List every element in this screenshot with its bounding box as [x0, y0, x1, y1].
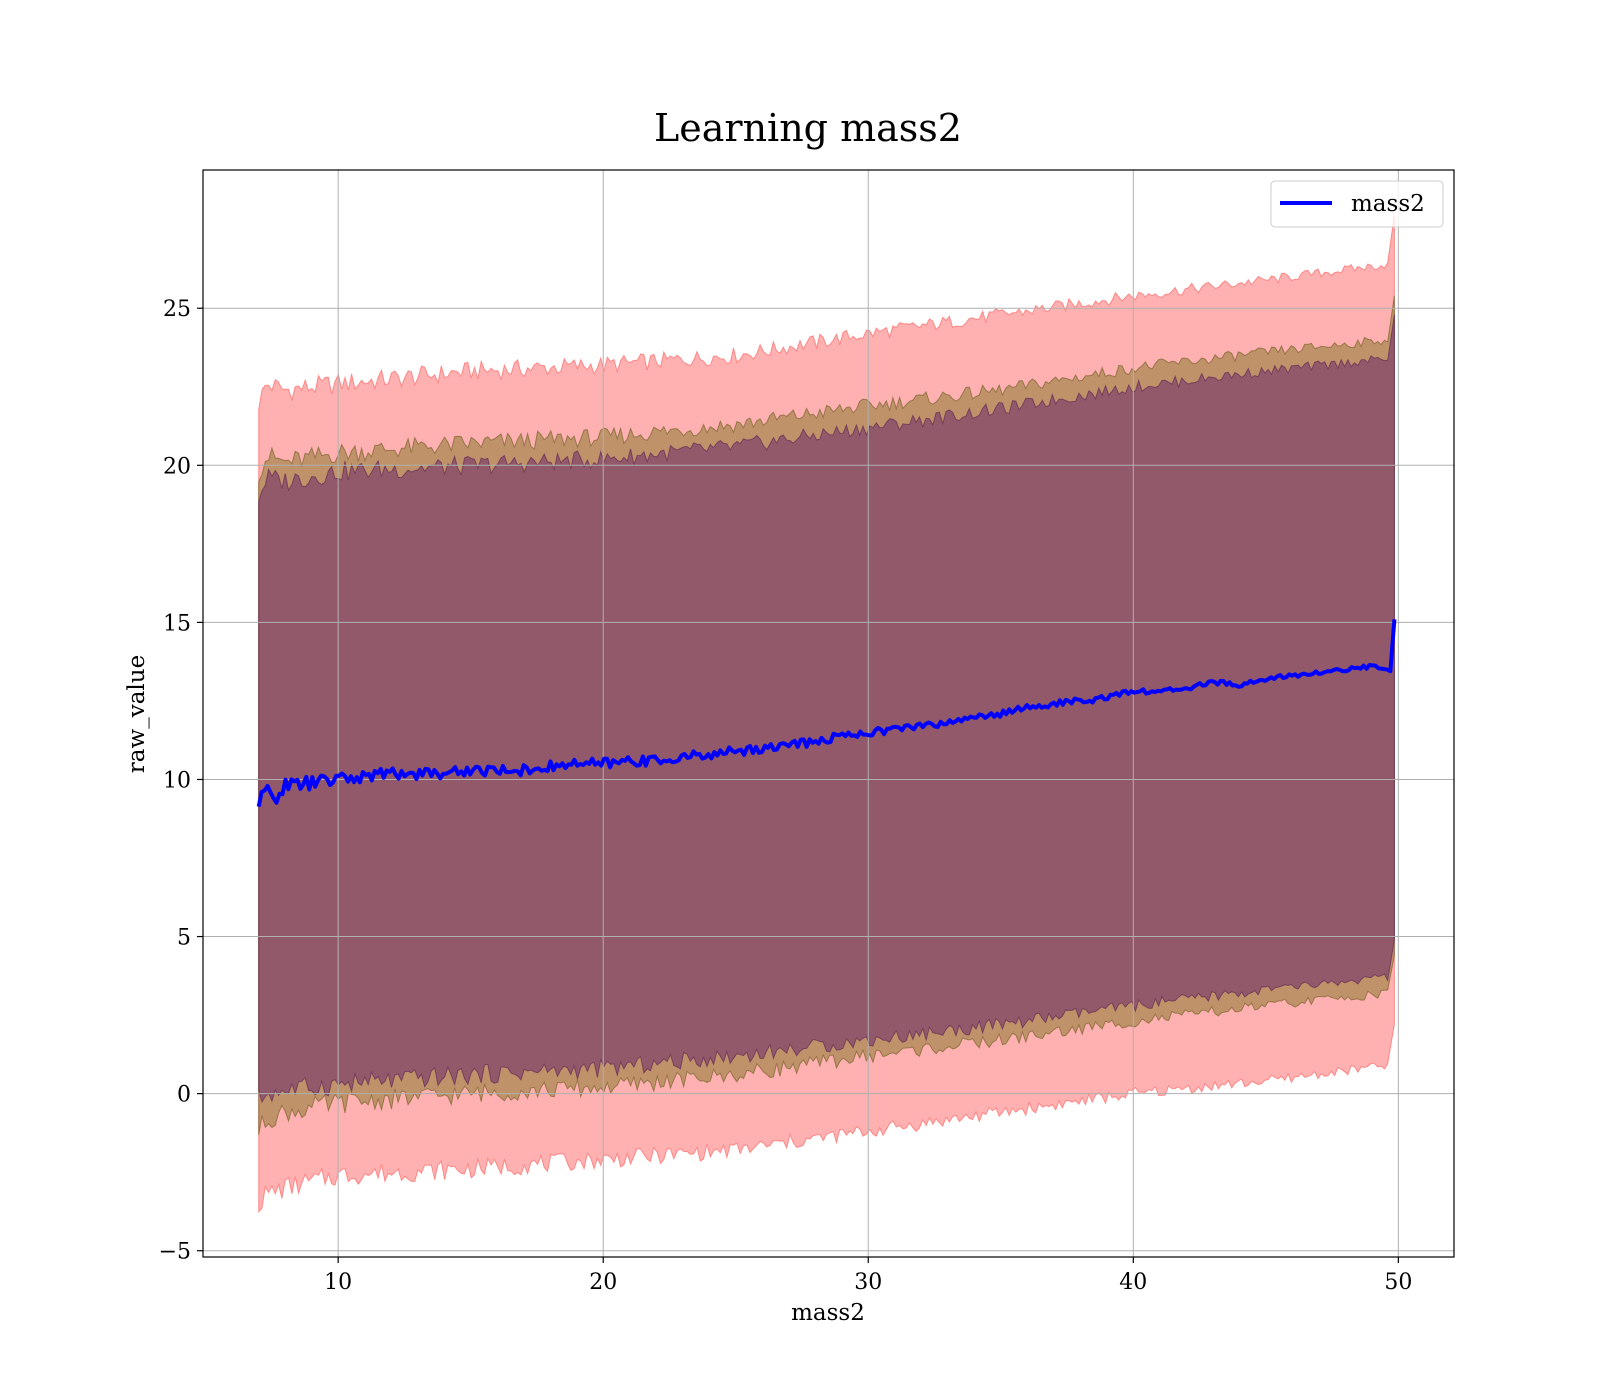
legend-box	[1270, 180, 1444, 228]
y-axis-label: raw_value	[124, 655, 150, 773]
x-tick-label-1: 20	[589, 1270, 617, 1295]
y-tick-label-0: −5	[159, 1240, 191, 1265]
x-tick-label-4: 50	[1384, 1270, 1412, 1295]
y-tick-label-4: 15	[163, 611, 191, 636]
chart-title: Learning mass2	[654, 106, 962, 150]
axis-ticks: 10 20 30 40 50 −5 0 5 10 15 20 25	[159, 297, 1413, 1295]
legend-label-mass2: mass2	[1351, 191, 1425, 217]
grid	[203, 170, 1454, 1257]
x-tick-label-0: 10	[324, 1270, 352, 1295]
y-tick-label-3: 10	[163, 768, 191, 793]
series-lines	[256, 619, 1397, 807]
x-axis-label: mass2	[791, 1300, 865, 1326]
y-tick-label-5: 20	[163, 454, 191, 479]
y-tick-label-6: 25	[163, 297, 191, 322]
y-tick-label-1: 0	[177, 1083, 191, 1108]
x-tick-label-2: 30	[854, 1270, 882, 1295]
series-line-mass2	[256, 619, 1397, 807]
x-tick-label-3: 40	[1119, 1270, 1147, 1295]
uncertainty-bands	[258, 213, 1395, 1214]
legend: mass2	[1270, 180, 1444, 228]
plot-frame	[202, 169, 1455, 1258]
uncertainty-band-3	[258, 314, 1395, 1104]
y-tick-label-2: 5	[177, 926, 191, 951]
